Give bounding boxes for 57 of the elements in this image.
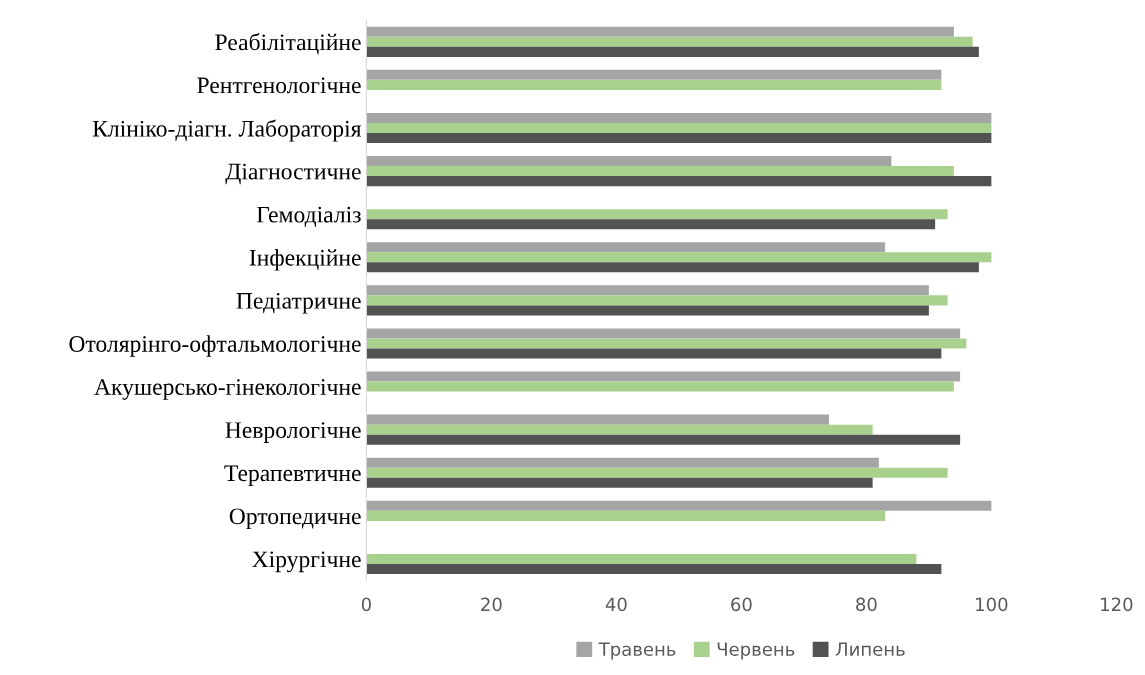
- bar: [366, 381, 954, 392]
- bar: [366, 133, 992, 144]
- bar: [366, 553, 917, 564]
- y-tick-label: Педіатричне: [236, 292, 361, 314]
- bar: [366, 122, 992, 134]
- bar: [366, 457, 879, 468]
- bar: [366, 242, 886, 253]
- y-tick-label: Реабілітаційне: [215, 33, 361, 55]
- y-tick-label: Отолярінго-офтальмологічне: [69, 335, 361, 357]
- x-tick-label: 60: [731, 597, 752, 612]
- y-tick-label: Неврологічне: [225, 422, 361, 443]
- bar: [366, 295, 948, 306]
- bar: [366, 563, 942, 575]
- bar: [366, 467, 948, 478]
- legend-label: Червень: [717, 642, 795, 660]
- bar: [366, 262, 979, 273]
- bar: [366, 371, 961, 382]
- bar: [366, 477, 873, 488]
- y-tick-label: Діагностичне: [225, 163, 361, 185]
- x-tick-label: 0: [361, 597, 371, 612]
- bar: [366, 414, 829, 425]
- bar: [366, 176, 992, 187]
- x-tick-label: 80: [856, 597, 877, 612]
- y-tick-label: Клініко-діагн. Лабораторія: [92, 119, 362, 142]
- legend-label: Липень: [835, 642, 905, 656]
- bar: [366, 348, 942, 359]
- y-tick-label: Інфекційне: [249, 249, 361, 271]
- y-tick-label: Ортопедичне: [229, 508, 361, 530]
- x-tick-label: 40: [605, 597, 627, 612]
- y-tick-label: Акушерсько-гінекологічне: [94, 379, 361, 400]
- bar: [366, 209, 948, 220]
- y-tick-label: Терапевтичне: [224, 465, 361, 486]
- bar: [366, 156, 892, 167]
- y-tick-label: Хірургічне: [252, 551, 361, 573]
- bar: [366, 46, 979, 57]
- x-tick-label: 120: [1101, 597, 1133, 612]
- legend-label: Травень: [598, 642, 676, 660]
- bar: [366, 500, 992, 511]
- y-tick-label: Рентгенологічне: [197, 77, 361, 94]
- bar: [366, 338, 967, 349]
- bar: [366, 79, 942, 90]
- bar: [366, 166, 954, 177]
- bar: [366, 252, 992, 263]
- bar: [366, 510, 886, 521]
- y-tick-label: Гемодіаліз: [256, 206, 361, 227]
- x-tick-label: 20: [481, 597, 502, 612]
- bar: [366, 69, 942, 80]
- bar: [366, 36, 973, 47]
- bar: [366, 26, 954, 37]
- bar: [366, 112, 992, 123]
- x-tick-label: 100: [976, 597, 1008, 612]
- bar: [366, 424, 873, 435]
- bar: [366, 305, 929, 316]
- bar: [366, 285, 929, 296]
- bar: [366, 328, 961, 339]
- bar: [366, 434, 961, 445]
- bar: [366, 219, 936, 230]
